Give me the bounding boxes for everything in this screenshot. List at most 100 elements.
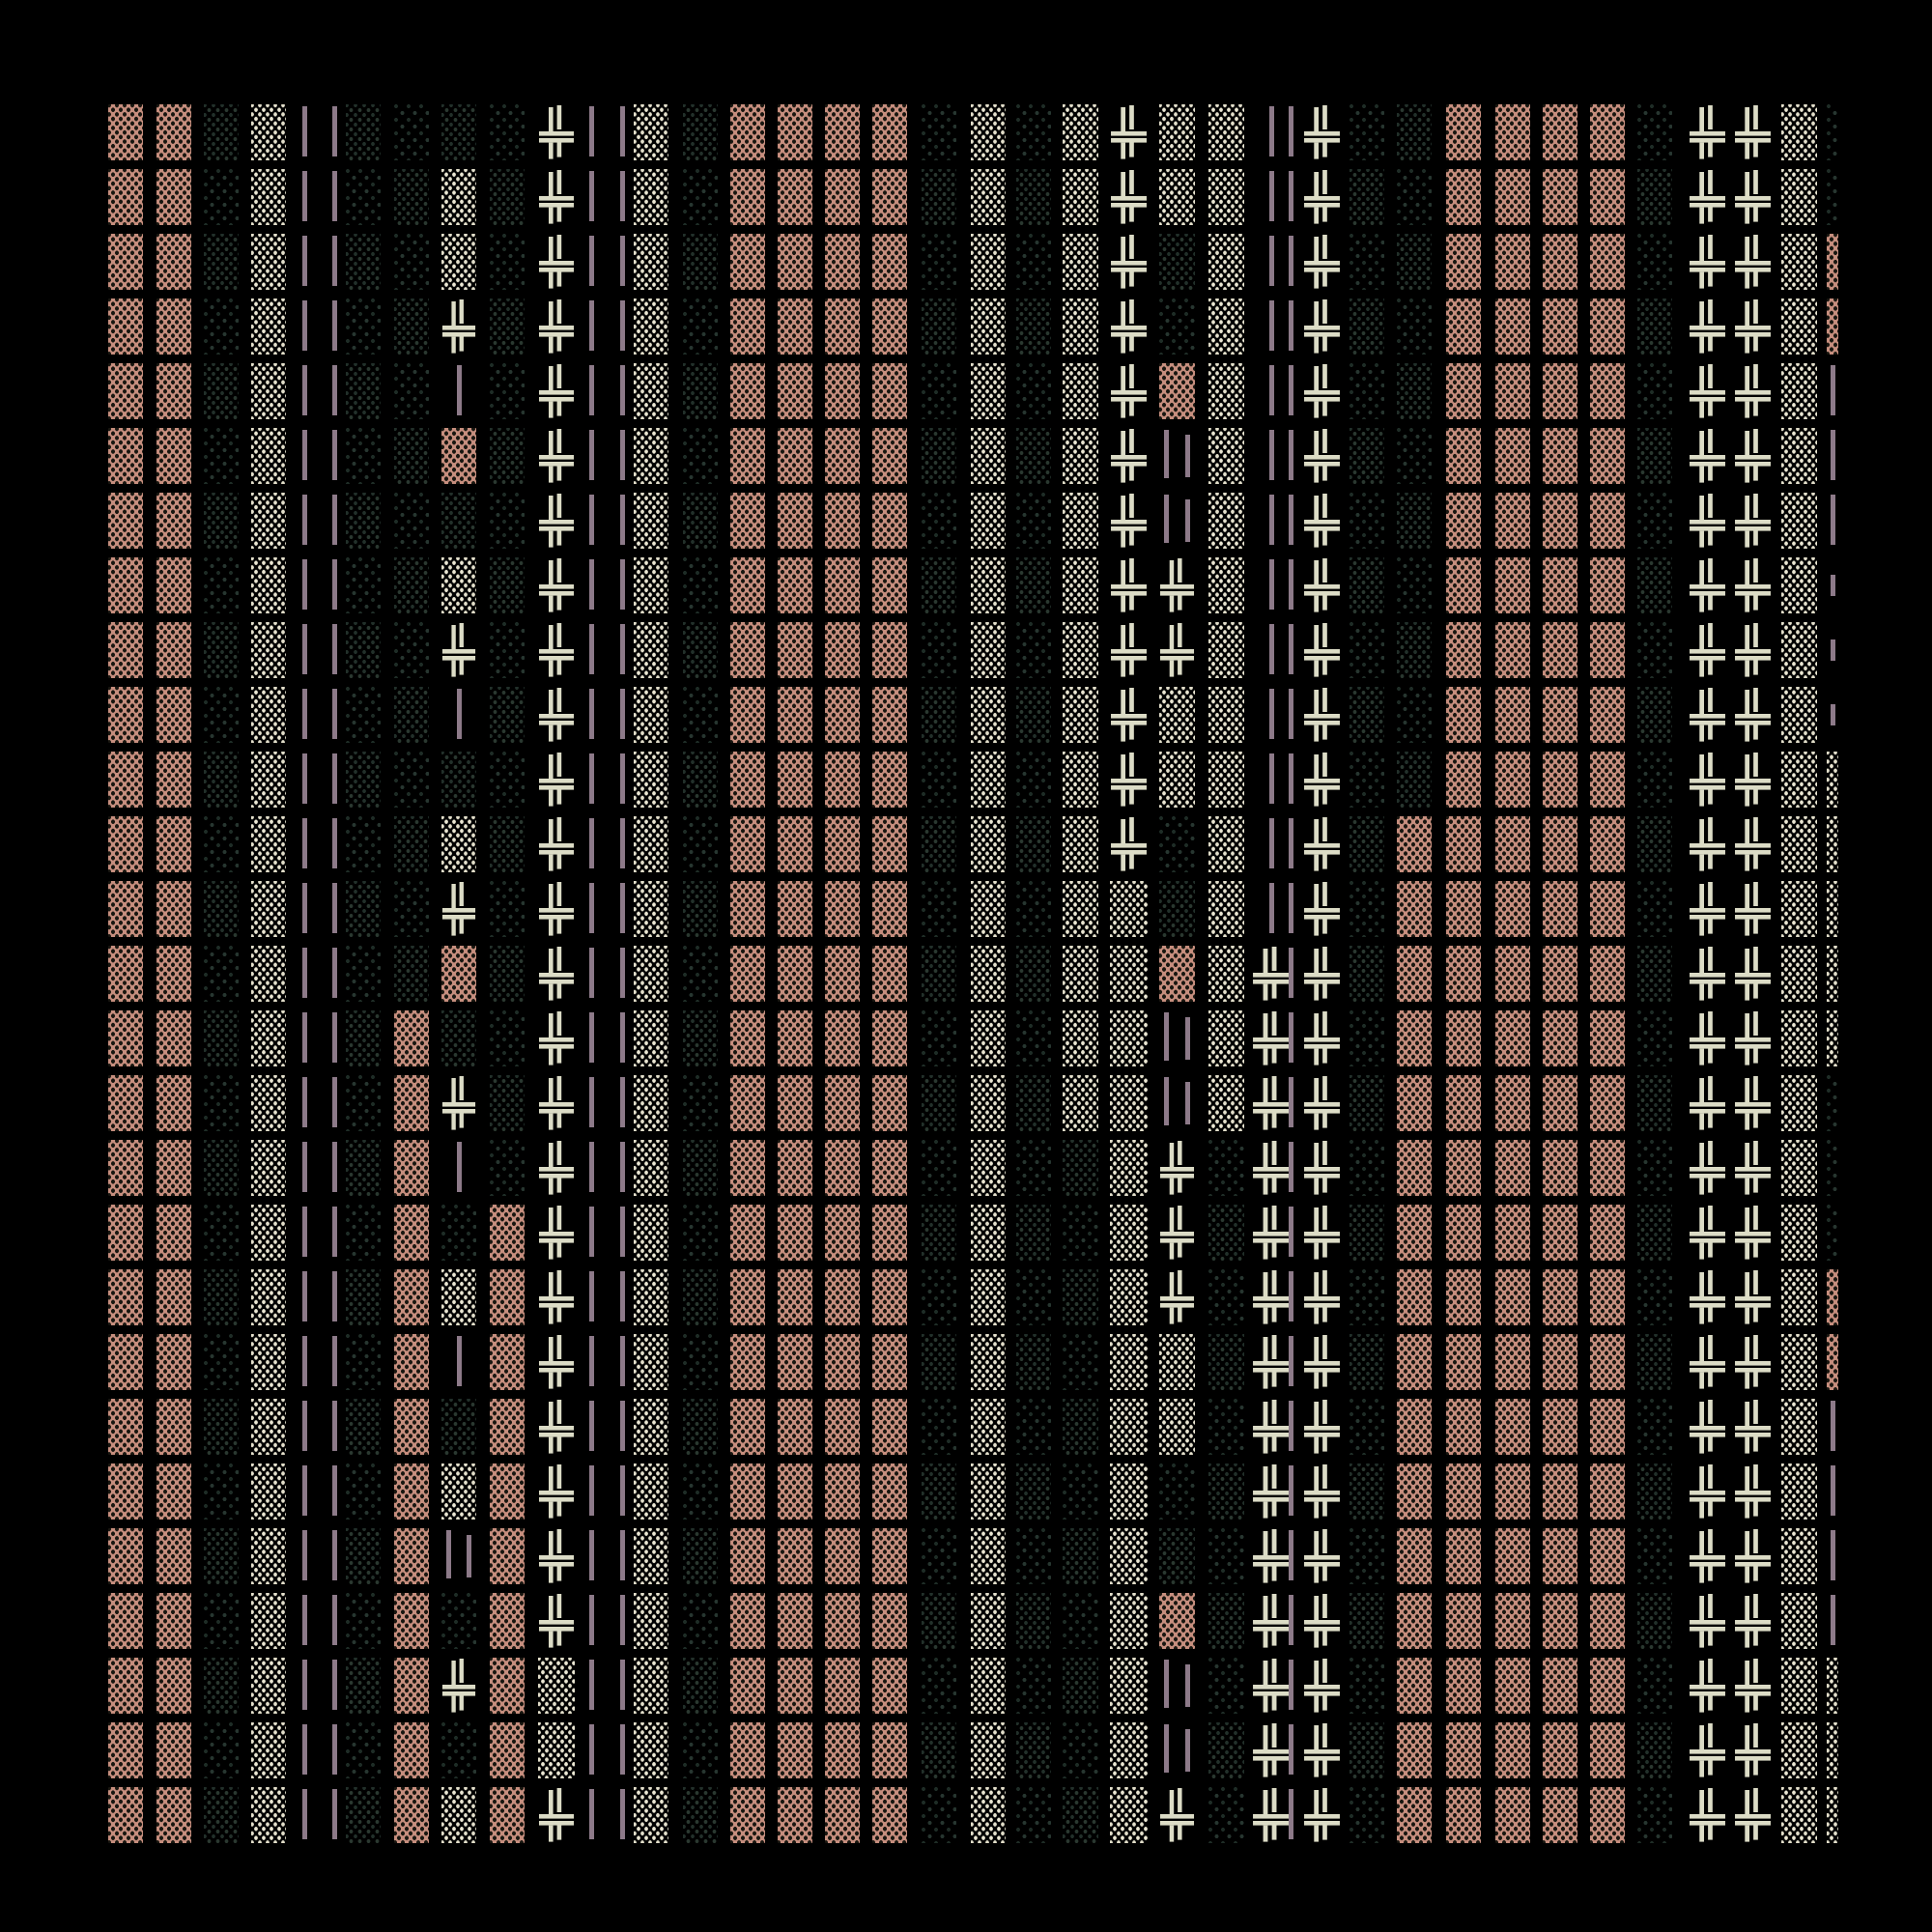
glyph-dark-dotted-block [1397,622,1432,678]
mauve-bar [301,624,307,674]
mauve-bar [1288,1595,1293,1645]
glyph-cream-cross [1303,1140,1341,1196]
glyph-pink-dotted-block [1495,1658,1530,1714]
glyph-pink-dotted-block [778,104,812,160]
mauve-bar [331,365,337,415]
cross-glyph-shape [1304,364,1340,418]
cross-glyph-shape [1690,1723,1725,1777]
glyph-dark-dotted-block [204,687,239,743]
glyph-cream-cross [1734,363,1772,419]
glyph-pink-dotted-block [108,1722,143,1778]
glyph-dark-dotted-block [922,298,956,355]
cross-glyph-shape [1735,105,1771,159]
glyph-pink-dotted-block [872,1528,907,1584]
glyph-pink-dotted-block [1446,881,1481,937]
glyph-dark-dotted-block [1397,298,1432,355]
glyph-pink-dotted-block [490,1593,525,1649]
glyph-pink-dotted-block [1495,493,1530,549]
glyph-pink-dotted-block [1590,104,1625,160]
glyph-pink-dotted-block [1446,428,1481,484]
glyph-mauve-bar-dash [619,1075,625,1131]
glyph-pink-dotted-block [1543,1399,1577,1455]
art-column [204,0,239,1932]
glyph-cream-cross [538,493,575,549]
glyph-mauve-bar-dash [301,687,307,743]
glyph-pink-dotted-block [1590,816,1625,872]
cross-glyph-shape [1304,1594,1340,1648]
glyph-pink-dotted-block [872,622,907,678]
glyph-cream-cross [1689,557,1726,613]
glyph-pink-dotted-block [872,104,907,160]
glyph-cream-dotted-block [1110,1075,1148,1131]
glyph-mauve-bar-dash [1288,1334,1293,1390]
glyph-cream-cross [441,881,476,937]
mauve-bar [301,948,307,998]
glyph-pink-dotted-block [872,234,907,290]
glyph-pink-dotted-block [1543,816,1577,872]
glyph-dark-dotted-block [1637,298,1672,355]
glyph-mauve-bar-dash [1827,363,1838,419]
glyph-mauve-bar-dash [441,687,476,743]
glyph-pink-dotted-block [108,1463,143,1520]
mauve-bar [588,365,594,415]
glyph-dark-dotted-block [1397,428,1432,484]
glyph-mauve-short-dash [1827,687,1838,743]
glyph-dark-dotted-block [1016,1010,1051,1066]
glyph-dark-dotted-block [922,428,956,484]
glyph-mauve-bar-dash [301,298,307,355]
glyph-cream-dotted-block [634,169,668,225]
glyph-pink-dotted-block [872,1140,907,1196]
glyph-dark-dotted-block [394,622,429,678]
mauve-bar [301,430,307,480]
mauve-bar [619,753,625,804]
mauve-bar [301,365,307,415]
glyph-cream-dotted-block [251,1787,286,1843]
glyph-dark-dotted-block [1637,1787,1672,1843]
glyph-cream-cross [1110,816,1148,872]
glyph-dark-dotted-block [1637,363,1672,419]
glyph-dark-dotted-block [346,881,381,937]
glyph-cream-dotted-block [634,363,668,419]
mauve-bar [301,495,307,545]
glyph-dark-dotted-block [1637,428,1672,484]
glyph-pink-dotted-block [825,1140,860,1196]
glyph-cream-dotted-block [251,428,286,484]
glyph-mauve-bar-dash [331,1399,337,1455]
glyph-mauve-bar-dash [619,557,625,613]
glyph-pink-dotted-block [1495,816,1530,872]
glyph-cream-dotted-block [1781,169,1817,225]
glyph-dark-dotted-block [346,428,381,484]
glyph-pink-dotted-block [394,1463,429,1520]
mauve-bar [619,689,625,739]
glyph-dark-dotted-block [683,493,718,549]
glyph-dark-dotted-block [346,298,381,355]
glyph-pink-dotted-block [108,752,143,808]
glyph-mauve-bar-dash [619,816,625,872]
glyph-dark-dotted-block [1016,1205,1051,1261]
cross-glyph-shape [1304,170,1340,224]
glyph-dark-dotted-block [1208,1787,1244,1843]
glyph-pink-dotted-block [108,298,143,355]
glyph-dark-dotted-block [1016,169,1051,225]
art-column [634,0,668,1932]
glyph-dark-dotted-block [1016,1787,1051,1843]
glyph-dark-dotted-block [204,1593,239,1649]
glyph-mauve-bar-pair [1159,1722,1195,1778]
mauve-bar [301,1465,307,1516]
cross-glyph-shape [539,688,574,742]
glyph-mauve-bar-dash [301,557,307,613]
glyph-mauve-bar-dash [588,557,594,613]
mauve-bar [588,236,594,286]
glyph-cream-cross [538,881,575,937]
glyph-pink-dotted-block [156,169,191,225]
mauve-bar [1164,1012,1169,1061]
glyph-pink-dotted-block [108,1593,143,1649]
glyph-dark-dotted-block [1159,881,1195,937]
glyph-dark-dotted-block [922,1528,956,1584]
mauve-bar [331,883,337,933]
glyph-cream-dotted-block [1781,816,1817,872]
glyph-pink-dotted-block [490,1399,525,1455]
glyph-cream-cross [1303,234,1341,290]
glyph-pink-dotted-block [730,428,765,484]
glyph-pink-dotted-block [872,1205,907,1261]
